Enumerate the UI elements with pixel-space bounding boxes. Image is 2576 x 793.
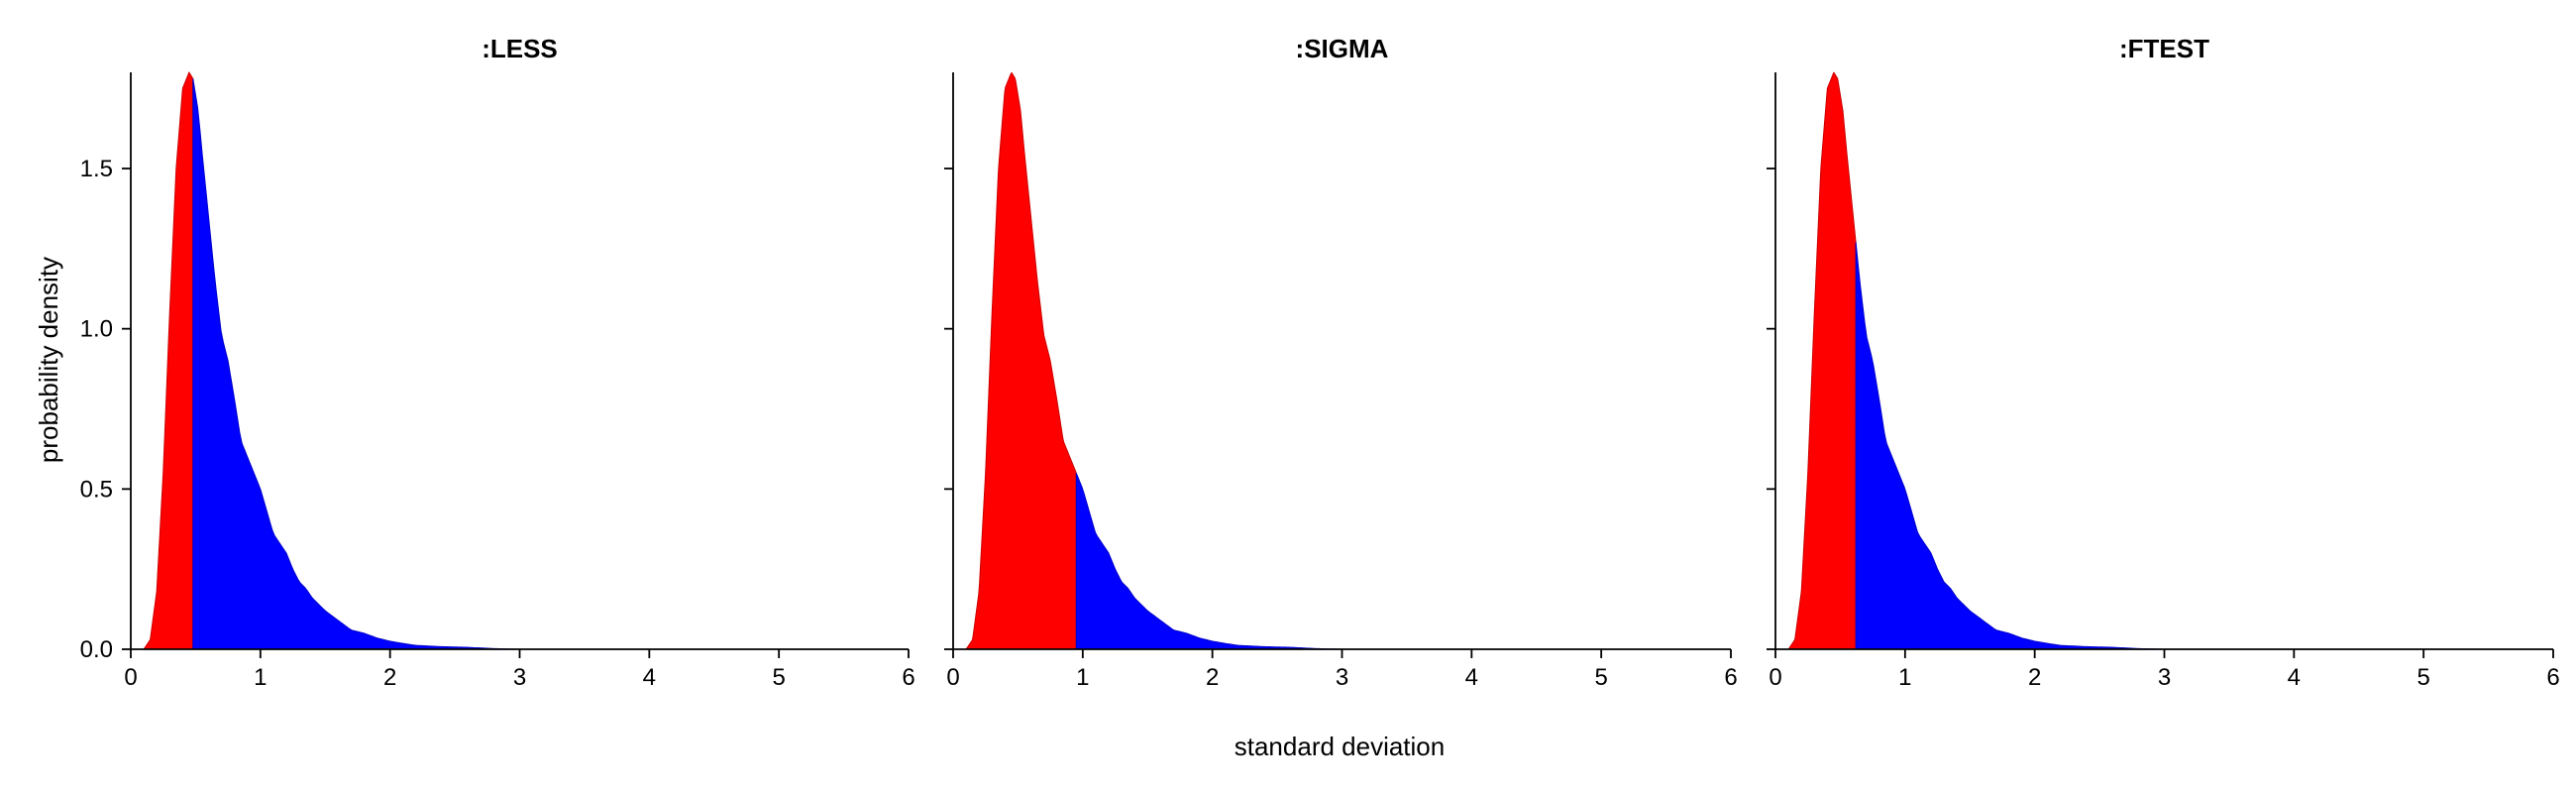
density-area-lower [1787, 71, 1857, 650]
x-tick-label: 0 [946, 664, 959, 691]
x-tick-label: 6 [902, 664, 914, 691]
panel-2: 0 1 2 3 4 5 6 :FTEST [1767, 34, 2560, 691]
panel-1: 0 1 2 3 4 5 6 :SIGMA [944, 34, 1738, 691]
density-area-upper [1855, 242, 2165, 650]
x-tick-label: 5 [2416, 664, 2429, 691]
x-tick-label: 1 [254, 664, 267, 691]
panel-title: :SIGMA [1296, 34, 1389, 63]
x-axis-label: standard deviation [1234, 732, 1445, 761]
density-area-upper [192, 78, 520, 650]
x-tick-label: 3 [513, 664, 526, 691]
x-tick-label: 5 [1594, 664, 1607, 691]
density-area-lower [143, 70, 194, 650]
x-tick-label: 4 [2288, 664, 2301, 691]
x-tick-label: 0 [124, 664, 137, 691]
x-tick-label: 0 [1769, 664, 1781, 691]
y-tick-label: 1.5 [80, 156, 113, 182]
panel-0: 0 1 2 3 4 5 6 0.0 0.5 1.0 1.5 :LESS [80, 34, 915, 691]
x-tick-label: 2 [1206, 664, 1219, 691]
x-tick-label: 1 [1898, 664, 1911, 691]
x-tick-label: 4 [1465, 664, 1478, 691]
panel-title: :LESS [482, 34, 558, 63]
x-tick-label: 2 [383, 664, 396, 691]
x-tick-label: 5 [772, 664, 785, 691]
density-area-lower [965, 71, 1077, 650]
y-axis-label: probability density [34, 257, 63, 463]
x-tick-label: 1 [1076, 664, 1089, 691]
panel-title: :FTEST [2119, 34, 2209, 63]
y-tick-label: 1.0 [80, 316, 113, 343]
x-tick-label: 3 [1336, 664, 1348, 691]
density-area-upper [1075, 472, 1342, 650]
x-tick-label: 6 [2546, 664, 2559, 691]
x-tick-label: 3 [2158, 664, 2171, 691]
x-tick-label: 6 [1724, 664, 1737, 691]
y-tick-label: 0.0 [80, 636, 113, 663]
x-tick-label: 2 [2028, 664, 2041, 691]
y-tick-label: 0.5 [80, 476, 113, 503]
x-tick-label: 4 [643, 664, 656, 691]
